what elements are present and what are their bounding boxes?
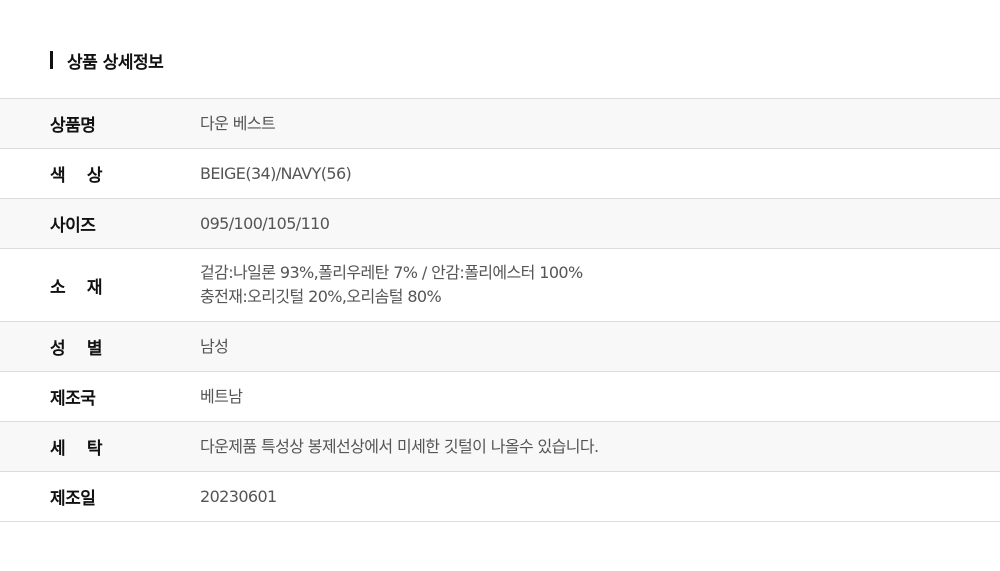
row-label: 세 탁	[50, 439, 103, 459]
row-value: 20230601	[200, 486, 277, 506]
row-value: 겉감:나일론 93%,폴리우레탄 7% / 안감:폴리에스터 100% 충전재:…	[200, 263, 583, 306]
product-info-table: 상품명 다운 베스트 색 상 BEIGE(34)/NAVY(56) 사이즈 09…	[0, 98, 1000, 522]
row-value: 다운제품 특성상 봉제선상에서 미세한 깃털이 나올수 있습니다.	[200, 436, 599, 456]
table-row-material: 소 재 겉감:나일론 93%,폴리우레탄 7% / 안감:폴리에스터 100% …	[0, 249, 1000, 322]
row-value: BEIGE(34)/NAVY(56)	[200, 163, 352, 183]
table-row-product-name: 상품명 다운 베스트	[0, 99, 1000, 149]
table-row-color: 색 상 BEIGE(34)/NAVY(56)	[0, 149, 1000, 199]
row-value: 남성	[200, 336, 229, 356]
section-header: 상품 상세정보	[50, 49, 164, 73]
section-title: 상품 상세정보	[67, 52, 164, 73]
table-row-washing: 세 탁 다운제품 특성상 봉제선상에서 미세한 깃털이 나올수 있습니다.	[0, 422, 1000, 472]
row-label: 소 재	[50, 277, 103, 298]
table-row-gender: 성 별 남성	[0, 322, 1000, 372]
row-label: 성 별	[50, 339, 103, 359]
row-label: 상품명	[50, 116, 96, 136]
row-label: 사이즈	[50, 216, 96, 236]
table-row-size: 사이즈 095/100/105/110	[0, 199, 1000, 249]
row-label: 제조국	[50, 389, 96, 409]
table-row-manufacture-date: 제조일 20230601	[0, 472, 1000, 522]
title-accent-bar	[50, 51, 53, 69]
table-row-country: 제조국 베트남	[0, 372, 1000, 422]
row-value: 다운 베스트	[200, 113, 276, 133]
row-value: 베트남	[200, 386, 243, 406]
row-label: 색 상	[50, 166, 103, 186]
row-value: 095/100/105/110	[200, 213, 330, 233]
row-label: 제조일	[50, 489, 96, 509]
